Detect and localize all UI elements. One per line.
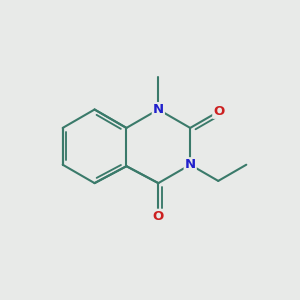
Text: N: N <box>153 103 164 116</box>
Text: N: N <box>184 158 196 171</box>
Text: O: O <box>153 210 164 223</box>
Text: O: O <box>213 105 224 118</box>
